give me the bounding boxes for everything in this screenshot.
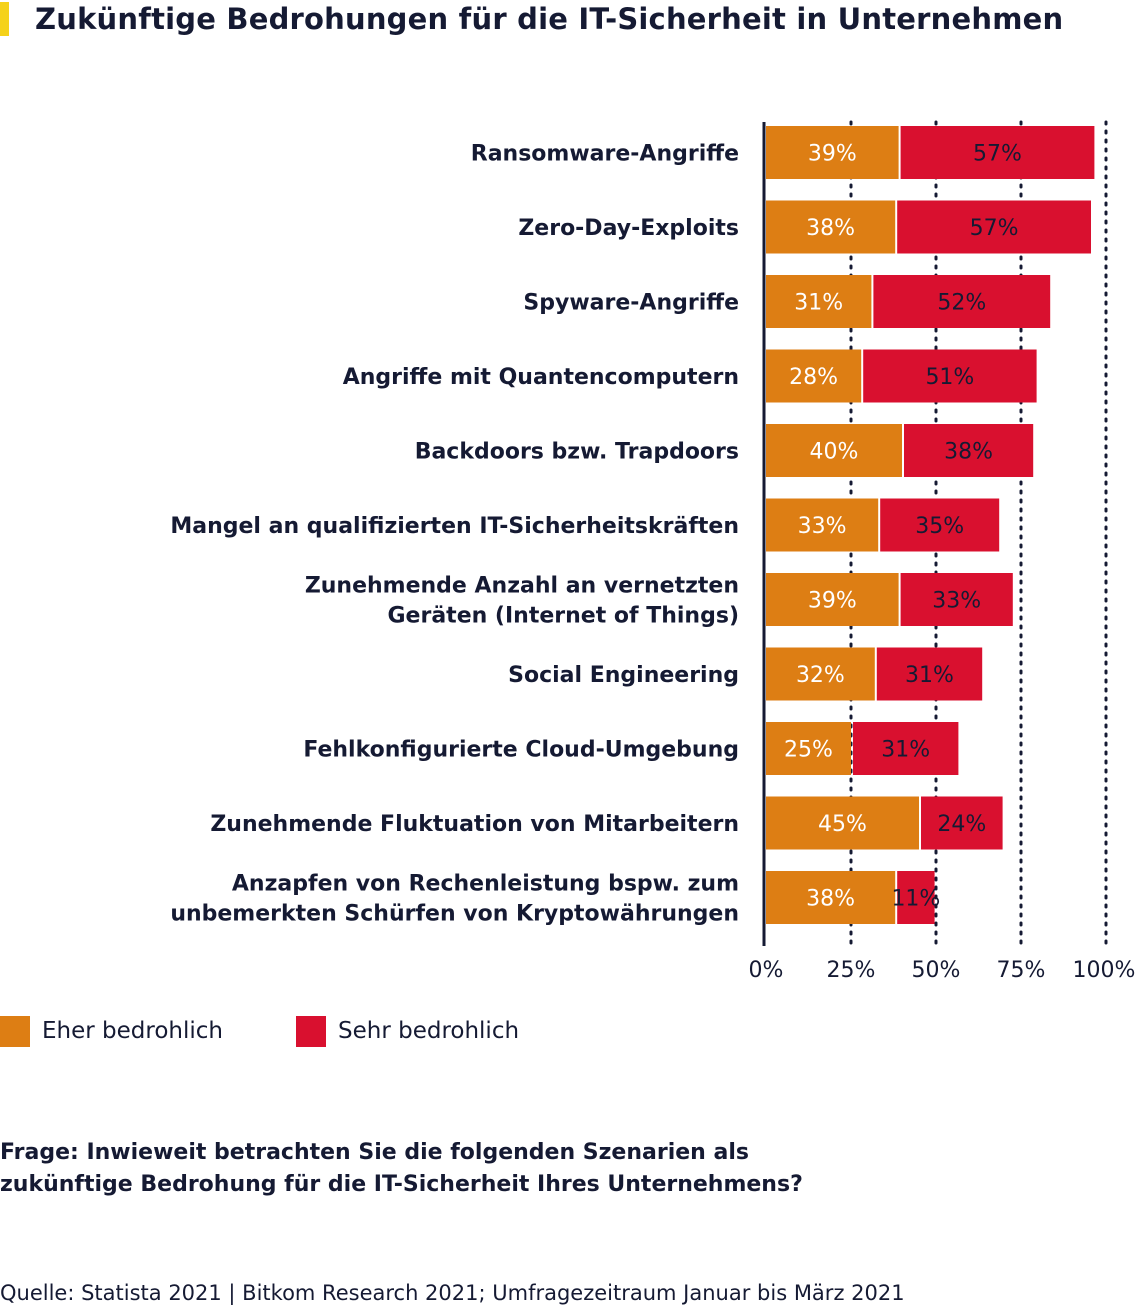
- bar-eher-bedrohlich: [766, 349, 862, 403]
- survey-question: Frage: Inwieweit betrachten Sie die folg…: [0, 1137, 803, 1201]
- bar-sehr-bedrohlich: [880, 498, 1000, 552]
- data-label-sehr: 51%: [925, 365, 974, 390]
- legend-label-eher: Eher bedrohlich: [42, 1018, 223, 1044]
- category-label: Social Engineering: [508, 663, 739, 688]
- x-tick-label: 100%: [1073, 958, 1136, 983]
- data-label-sehr: 11%: [891, 887, 940, 912]
- data-label-sehr: 57%: [973, 142, 1022, 167]
- bar-eher-bedrohlich: [766, 573, 899, 626]
- legend-item-eher: Eher bedrohlich: [0, 1015, 223, 1047]
- category-label: Zunehmende Fluktuation von Mitarbeitern: [210, 812, 739, 837]
- x-tick-label: 0%: [749, 958, 784, 983]
- bar-chart: 39% 57% Ransomware-Angriffe 38% 57% Zero-Day-…: [170, 120, 1136, 983]
- data-label-sehr: 38%: [944, 440, 993, 465]
- bar-eher-bedrohlich: [766, 498, 879, 552]
- data-label-sehr: 31%: [881, 738, 930, 763]
- data-label-eher: 33%: [798, 514, 847, 539]
- bar-eher-bedrohlich: [766, 275, 872, 328]
- category-label: Angriffe mit Quantencomputern: [343, 365, 739, 390]
- x-tick-label: 75%: [997, 958, 1046, 983]
- data-label-eher: 45%: [818, 812, 867, 837]
- data-label-sehr: 35%: [915, 514, 964, 539]
- category-label: Geräten (Internet of Things): [388, 604, 740, 629]
- data-label-sehr: 33%: [932, 589, 981, 614]
- legend-swatch-eher: [0, 1015, 30, 1047]
- bar-sehr-bedrohlich: [863, 349, 1037, 403]
- bar-sehr-bedrohlich: [897, 871, 935, 924]
- category-label: Mangel an qualifizierten IT-Sicherheitsk…: [170, 514, 739, 539]
- x-tick-label: 25%: [827, 958, 876, 983]
- category-label: Spyware-Angriffe: [523, 291, 739, 316]
- data-label-eher: 32%: [796, 663, 845, 688]
- bar-sehr-bedrohlich: [897, 200, 1091, 254]
- legend-item-sehr: Sehr bedrohlich: [296, 1015, 519, 1047]
- data-label-eher: 38%: [806, 887, 855, 912]
- source-note: Quelle: Statista 2021 | Bitkom Research …: [0, 1281, 905, 1305]
- bar-sehr-bedrohlich: [921, 796, 1003, 850]
- category-label: Zunehmende Anzahl an vernetzten: [305, 574, 739, 599]
- survey-question-line: Frage: Inwieweit betrachten Sie die folg…: [0, 1140, 749, 1165]
- data-label-eher: 31%: [794, 291, 843, 316]
- bar-eher-bedrohlich: [766, 126, 899, 179]
- category-label: Anzapfen von Rechenleistung bspw. zum: [232, 872, 739, 897]
- data-label-eher: 38%: [806, 216, 855, 241]
- bar-eher-bedrohlich: [766, 796, 919, 850]
- bar-sehr-bedrohlich: [876, 647, 983, 701]
- bar-eher-bedrohlich: [766, 200, 896, 254]
- category-label: Zero-Day-Exploits: [518, 216, 739, 241]
- bar-eher-bedrohlich: [766, 871, 896, 924]
- legend-swatch-sehr: [296, 1015, 326, 1047]
- data-label-sehr: 57%: [970, 216, 1019, 241]
- bar-eher-bedrohlich: [766, 647, 875, 701]
- data-label-sehr: 52%: [937, 291, 986, 316]
- data-label-sehr: 31%: [905, 663, 954, 688]
- data-label-eher: 25%: [784, 738, 833, 763]
- bar-sehr-bedrohlich: [873, 275, 1051, 328]
- bar-eher-bedrohlich: [766, 424, 902, 477]
- data-label-eher: 39%: [808, 142, 857, 167]
- survey-question-line: zukünftige Bedrohung für die IT-Sicherhe…: [0, 1172, 803, 1197]
- bar-sehr-bedrohlich: [904, 424, 1034, 477]
- data-label-sehr: 24%: [937, 812, 986, 837]
- data-label-eher: 40%: [810, 440, 859, 465]
- data-label-eher: 28%: [789, 365, 838, 390]
- title-accent-bar: [0, 2, 9, 36]
- category-label: Backdoors bzw. Trapdoors: [415, 440, 739, 465]
- data-label-eher: 39%: [808, 589, 857, 614]
- bar-sehr-bedrohlich: [900, 126, 1095, 179]
- bar-eher-bedrohlich: [766, 722, 851, 775]
- bar-sehr-bedrohlich: [853, 722, 959, 775]
- legend-label-sehr: Sehr bedrohlich: [338, 1018, 520, 1044]
- category-label: unbemerkten Schürfen von Kryptowährungen: [170, 902, 739, 927]
- bar-sehr-bedrohlich: [900, 573, 1013, 626]
- x-tick-label: 50%: [912, 958, 961, 983]
- category-label: Ransomware-Angriffe: [471, 142, 739, 167]
- category-label: Fehlkonfigurierte Cloud-Umgebung: [303, 738, 739, 763]
- chart-title: Zukünftige Bedrohungen für die IT-Sicher…: [35, 2, 1064, 36]
